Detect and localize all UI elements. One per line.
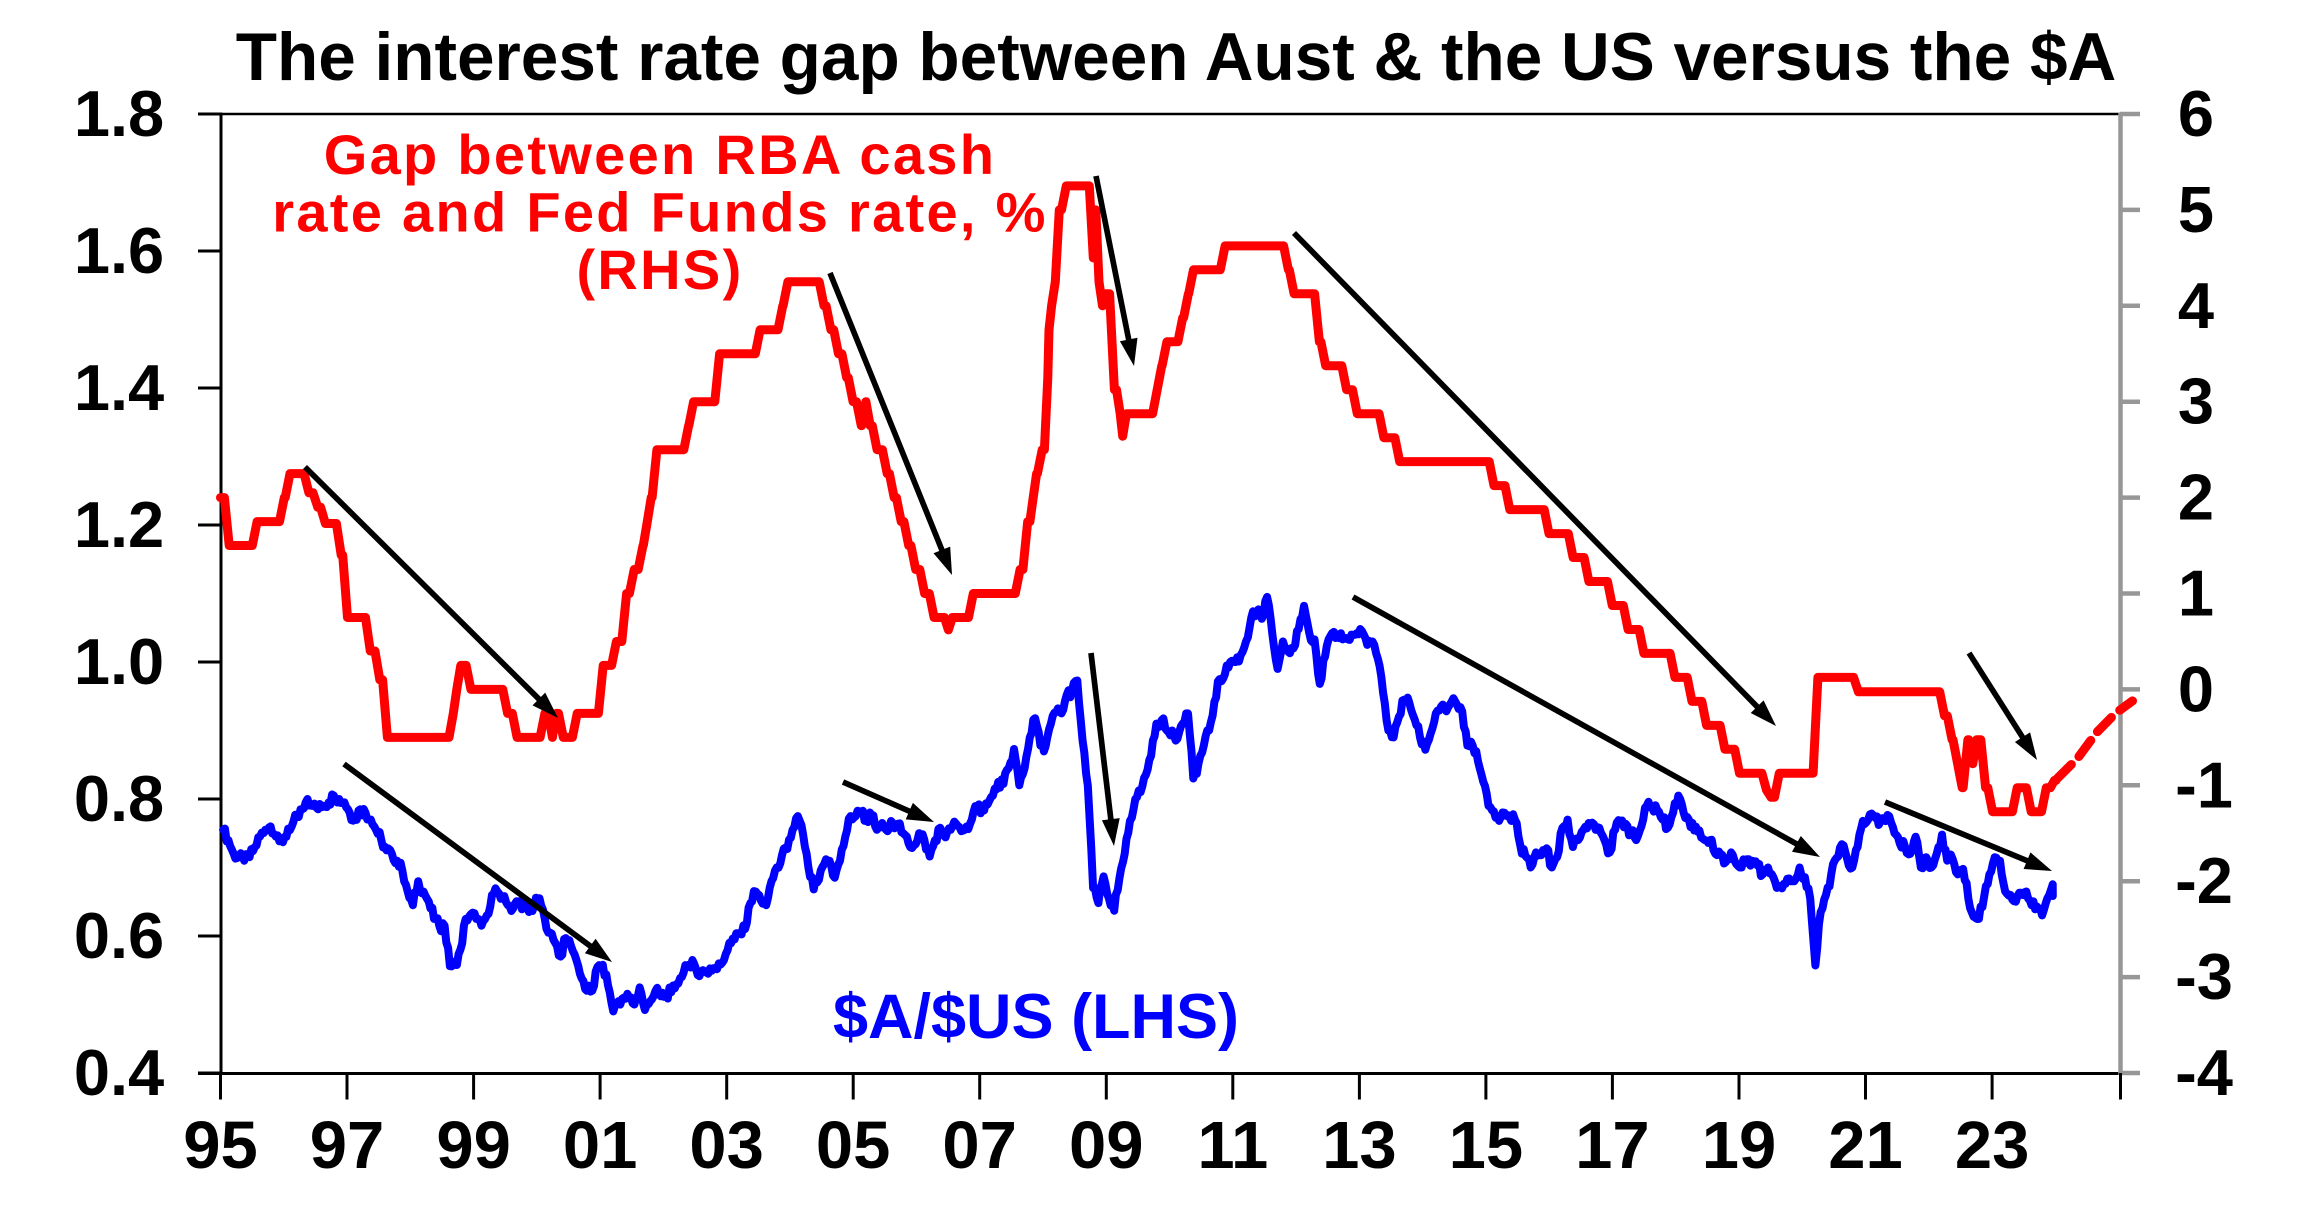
svg-text:rate and Fed Funds rate, %: rate and Fed Funds rate, % [272, 181, 1048, 244]
svg-text:99: 99 [436, 1108, 511, 1183]
svg-text:17: 17 [1575, 1108, 1650, 1183]
svg-text:-3: -3 [2175, 940, 2233, 1013]
svg-text:4: 4 [2178, 269, 2214, 342]
svg-text:Gap between RBA cash: Gap between RBA cash [324, 123, 997, 186]
svg-text:$A/$US (LHS): $A/$US (LHS) [833, 982, 1239, 1052]
svg-text:07: 07 [942, 1108, 1017, 1183]
svg-text:23: 23 [1955, 1108, 2030, 1183]
svg-text:-4: -4 [2175, 1036, 2233, 1109]
svg-text:3: 3 [2178, 365, 2214, 438]
svg-text:0.6: 0.6 [74, 899, 164, 972]
svg-text:11: 11 [1197, 1108, 1268, 1183]
svg-text:95: 95 [183, 1108, 258, 1183]
svg-text:0.8: 0.8 [74, 762, 164, 835]
svg-text:0.4: 0.4 [74, 1036, 164, 1109]
svg-text:5: 5 [2178, 173, 2214, 246]
svg-text:2: 2 [2178, 461, 2214, 534]
svg-text:1.0: 1.0 [74, 625, 164, 698]
svg-text:1.4: 1.4 [74, 351, 164, 424]
svg-text:09: 09 [1069, 1108, 1144, 1183]
svg-text:03: 03 [689, 1108, 764, 1183]
svg-text:1: 1 [2178, 557, 2214, 630]
svg-text:1.6: 1.6 [74, 214, 164, 287]
svg-text:05: 05 [816, 1108, 891, 1183]
svg-text:13: 13 [1322, 1108, 1397, 1183]
svg-text:0: 0 [2178, 652, 2214, 725]
svg-text:97: 97 [310, 1108, 385, 1183]
svg-text:19: 19 [1702, 1108, 1777, 1183]
svg-text:1.8: 1.8 [74, 77, 164, 150]
svg-text:21: 21 [1828, 1108, 1903, 1183]
svg-text:15: 15 [1449, 1108, 1524, 1183]
svg-text:1.2: 1.2 [74, 488, 164, 561]
svg-text:-2: -2 [2175, 844, 2233, 917]
svg-text:(RHS): (RHS) [576, 238, 743, 301]
svg-text:-1: -1 [2175, 748, 2233, 821]
svg-text:01: 01 [563, 1108, 638, 1183]
svg-text:6: 6 [2178, 77, 2214, 150]
svg-text:The interest rate gap between: The interest rate gap between Aust & the… [236, 20, 2116, 95]
